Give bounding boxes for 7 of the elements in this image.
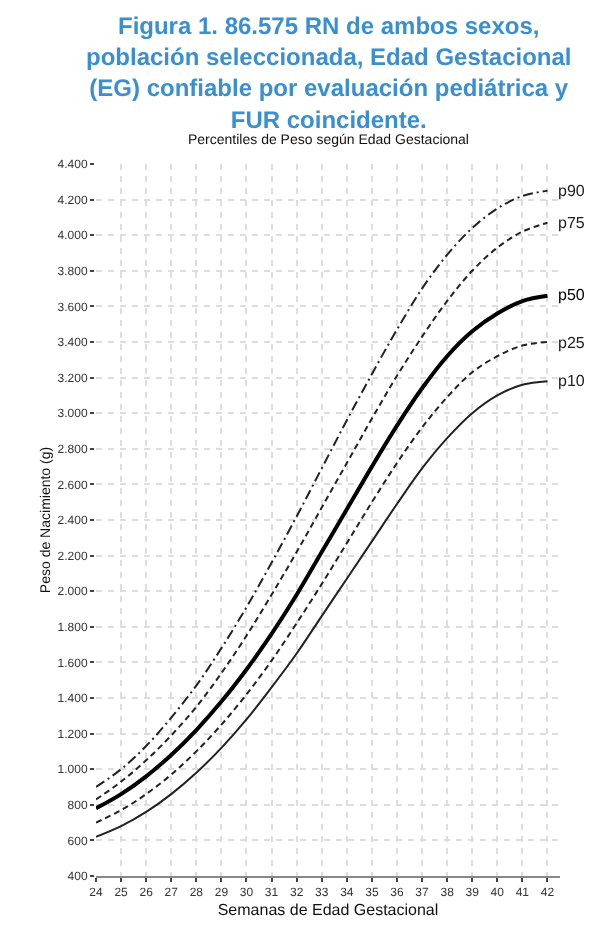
x-axis-title: Semanas de Edad Gestacional (217, 900, 439, 919)
chart-title: Figura 1. 86.575 RN de ambos sexos, población seleccionada, Edad Gestacional (EG) confiable por evaluación pediátrica y FUR coincidente. (86, 12, 572, 134)
series-label: p25 (558, 334, 586, 352)
series-label: p90 (558, 182, 586, 200)
series-label: p75 (558, 214, 586, 232)
series-label: p50 (558, 286, 586, 304)
series-label: p10 (558, 372, 586, 390)
